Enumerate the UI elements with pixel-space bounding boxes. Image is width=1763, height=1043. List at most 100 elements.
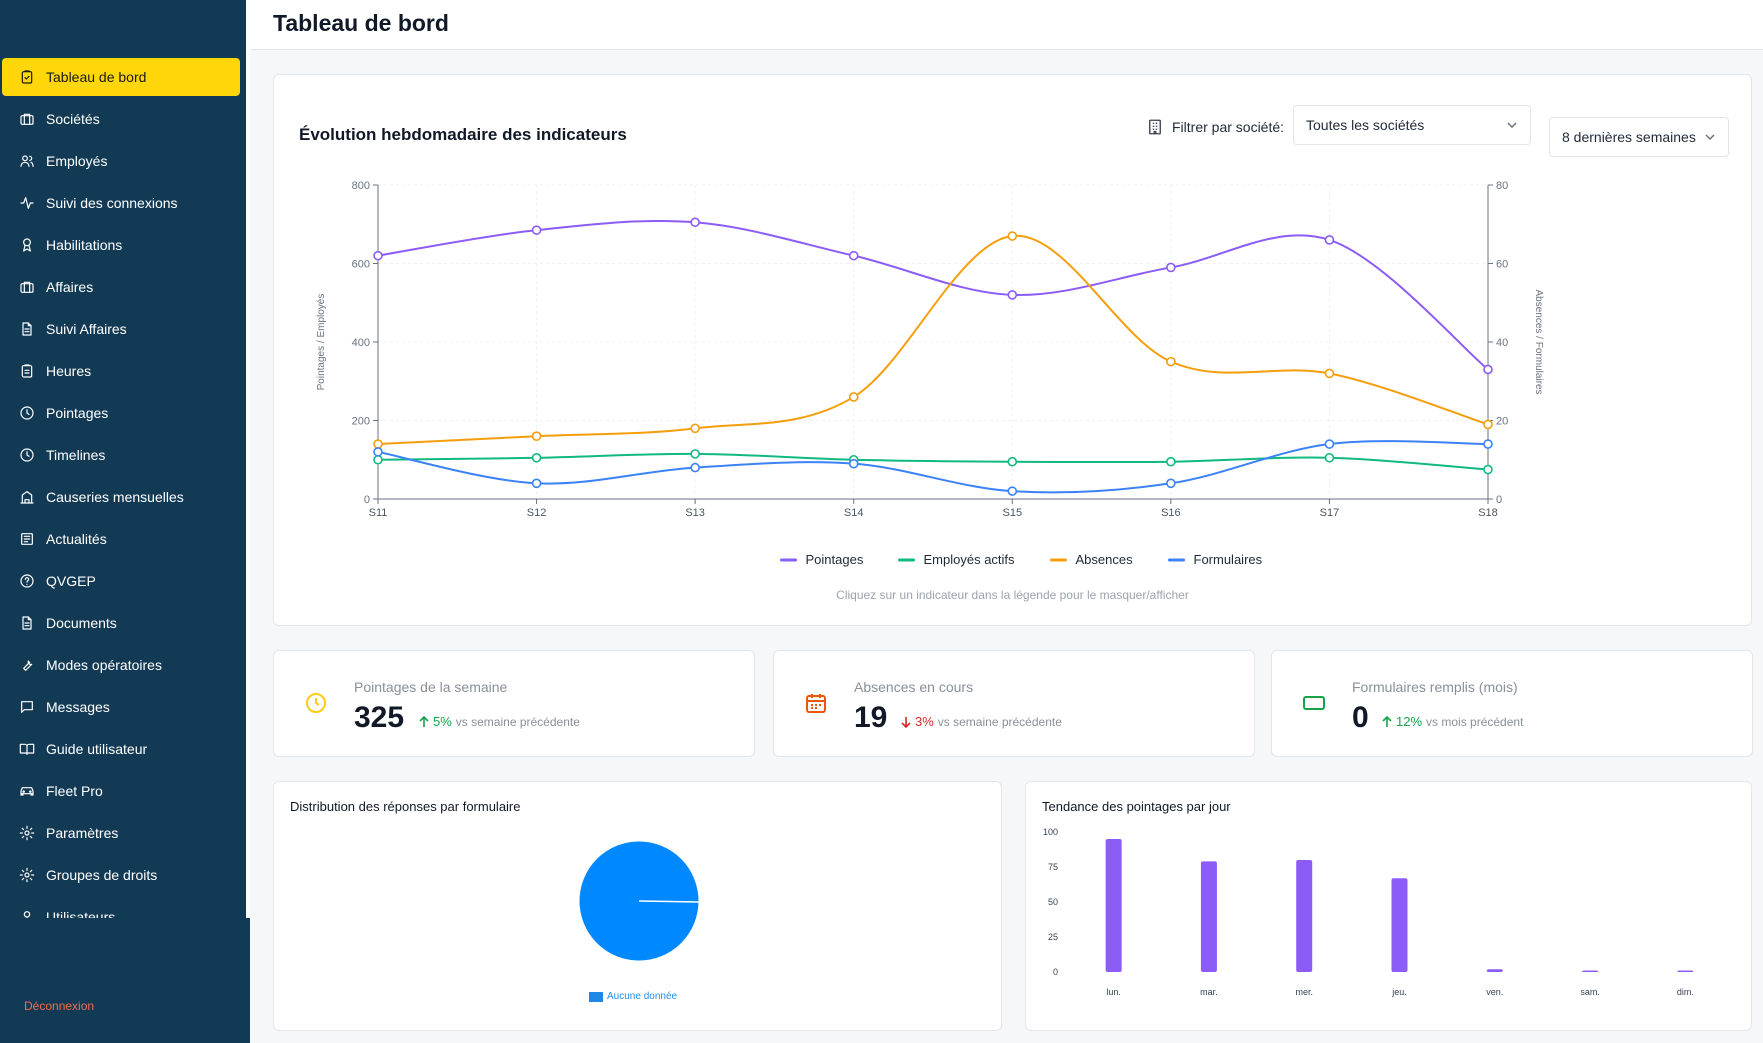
- bar[interactable]: [1105, 839, 1122, 972]
- data-point[interactable]: [531, 431, 542, 442]
- sidebar-item-habilitations[interactable]: Habilitations: [2, 226, 240, 264]
- data-point[interactable]: [1007, 290, 1018, 300]
- form-responses-card: Distribution des réponses par formulaire…: [273, 781, 1002, 1031]
- sidebar-item-groupes-de-droits[interactable]: Groupes de droits: [2, 856, 240, 894]
- sidebar-item-messages[interactable]: Messages: [2, 688, 240, 726]
- kpi-trend-pct: 3%: [915, 714, 934, 729]
- pie-legend[interactable]: Aucune donnée: [589, 991, 677, 1002]
- bar[interactable]: [1582, 970, 1599, 973]
- data-point[interactable]: [690, 217, 700, 228]
- data-point[interactable]: [1007, 486, 1018, 496]
- data-point[interactable]: [848, 250, 859, 261]
- y2-tick-label: 80: [1496, 180, 1508, 192]
- data-point[interactable]: [1166, 478, 1176, 489]
- clock-icon: [306, 693, 326, 713]
- sidebar-item-label: Documents: [46, 615, 117, 631]
- sidebar-item-tableau-de-bord[interactable]: Tableau de bord: [2, 58, 240, 96]
- sidebar-item-label: Habilitations: [46, 237, 123, 253]
- data-point[interactable]: [1324, 235, 1335, 245]
- sidebar-item-timelines[interactable]: Timelines: [2, 436, 240, 474]
- y-tick-label: 400: [352, 337, 370, 349]
- legend-item[interactable]: Absences: [1050, 552, 1134, 567]
- sidebar-item-modes-operatoires[interactable]: Modes opératoires: [2, 646, 240, 684]
- kpi-label: Formulaires remplis (mois): [1352, 679, 1518, 695]
- sidebar-item-suivi-affaires[interactable]: Suivi Affaires: [2, 310, 240, 348]
- sidebar-item-affaires[interactable]: Affaires: [2, 268, 240, 306]
- sidebar-item-qvgep[interactable]: QVGEP: [2, 562, 240, 600]
- page-title: Tableau de bord: [273, 10, 449, 36]
- data-point[interactable]: [373, 454, 383, 465]
- logout-button[interactable]: Déconnexion: [24, 999, 95, 1013]
- chevron-down-icon: [1507, 122, 1517, 129]
- data-point[interactable]: [690, 423, 700, 434]
- legend-item[interactable]: Formulaires: [1168, 552, 1263, 567]
- x-tick-label: S15: [1002, 507, 1022, 519]
- x-tick-label: S16: [1161, 507, 1181, 519]
- kpi-trend: 3% vs semaine précédente: [900, 714, 1062, 729]
- data-point[interactable]: [1007, 456, 1018, 467]
- data-point[interactable]: [1483, 419, 1493, 430]
- sidebar-item-parametres[interactable]: Paramètres: [2, 814, 240, 852]
- data-point[interactable]: [1007, 231, 1018, 241]
- company-select[interactable]: Toutes les sociétés: [1293, 105, 1531, 145]
- data-point[interactable]: [373, 447, 383, 457]
- data-point[interactable]: [531, 452, 542, 463]
- data-point[interactable]: [1324, 452, 1335, 463]
- sidebar-item-societes[interactable]: Sociétés: [2, 100, 240, 138]
- data-point[interactable]: [1324, 368, 1335, 379]
- weekly-indicators-card: 0 200 400 600 800 0 20 40 60 80 S11 S12 S13 S14 S15 S16…: [273, 74, 1752, 626]
- x-tick-label: lun.: [1106, 987, 1121, 997]
- sidebar-item-fleet-pro[interactable]: Fleet Pro: [2, 772, 240, 810]
- data-point[interactable]: [1324, 439, 1335, 449]
- data-point[interactable]: [373, 250, 383, 261]
- kpi-value: 325: [354, 701, 405, 734]
- sidebar-item-utilisateurs[interactable]: Utilisateurs: [2, 898, 240, 918]
- bar-card-title: Tendance des pointages par jour: [1042, 799, 1231, 814]
- file-text-icon: [18, 614, 36, 632]
- sidebar-item-heures[interactable]: Heures: [2, 352, 240, 390]
- y2-tick-label: 0: [1496, 494, 1502, 506]
- data-point[interactable]: [1166, 262, 1176, 273]
- page-header: Tableau de bord: [250, 0, 1763, 50]
- sidebar-item-suivi-des-connexions[interactable]: Suivi des connexions: [2, 184, 240, 222]
- sidebar-item-employes[interactable]: Employés: [2, 142, 240, 180]
- period-select[interactable]: 8 dernières semaines: [1549, 117, 1729, 157]
- sidebar-item-label: Utilisateurs: [46, 909, 116, 918]
- bar[interactable]: [1391, 878, 1408, 972]
- sidebar-item-actualites[interactable]: Actualités: [2, 520, 240, 558]
- x-tick-label: S17: [1320, 507, 1340, 519]
- sidebar-item-documents[interactable]: Documents: [2, 604, 240, 642]
- data-point[interactable]: [690, 462, 700, 473]
- data-point[interactable]: [531, 478, 542, 489]
- sidebar-item-causeries-mensuelles[interactable]: Causeries mensuelles: [2, 478, 240, 516]
- sidebar-item-guide-utilisateur[interactable]: Guide utilisateur: [2, 730, 240, 768]
- help-circle-icon: [18, 572, 36, 590]
- briefcase-icon: [18, 110, 36, 128]
- chevron-down-icon: [1705, 134, 1715, 141]
- sidebar-item-label: Employés: [46, 153, 108, 169]
- data-point[interactable]: [1166, 356, 1176, 367]
- data-point[interactable]: [1483, 464, 1493, 475]
- kpi-card-formulaires: Formulaires remplis (mois) 0 12% vs mois…: [1271, 650, 1753, 757]
- data-point[interactable]: [848, 458, 859, 469]
- sidebar-scroll-area[interactable]: Tableau de bord Sociétés Employés Suivi des…: [0, 0, 246, 918]
- data-point[interactable]: [1483, 364, 1493, 375]
- data-point[interactable]: [373, 439, 383, 449]
- data-point[interactable]: [531, 225, 542, 235]
- clipboard-icon: [18, 362, 36, 380]
- company-filter-label: Filtrer par société:: [1146, 118, 1284, 136]
- bar[interactable]: [1677, 970, 1694, 973]
- data-point[interactable]: [690, 449, 700, 459]
- sidebar-item-pointages[interactable]: Pointages: [2, 394, 240, 432]
- legend-item[interactable]: Pointages: [780, 552, 864, 567]
- y-tick-label: 75: [1048, 862, 1058, 872]
- bar[interactable]: [1200, 861, 1217, 972]
- bar[interactable]: [1296, 860, 1313, 972]
- bar[interactable]: [1486, 969, 1503, 972]
- data-point[interactable]: [1166, 456, 1176, 467]
- x-tick-label: jeu.: [1391, 987, 1407, 997]
- legend-item[interactable]: Employés actifs: [898, 552, 1016, 567]
- y-tick-label: 0: [1053, 967, 1058, 977]
- data-point[interactable]: [848, 392, 859, 402]
- data-point[interactable]: [1483, 439, 1493, 449]
